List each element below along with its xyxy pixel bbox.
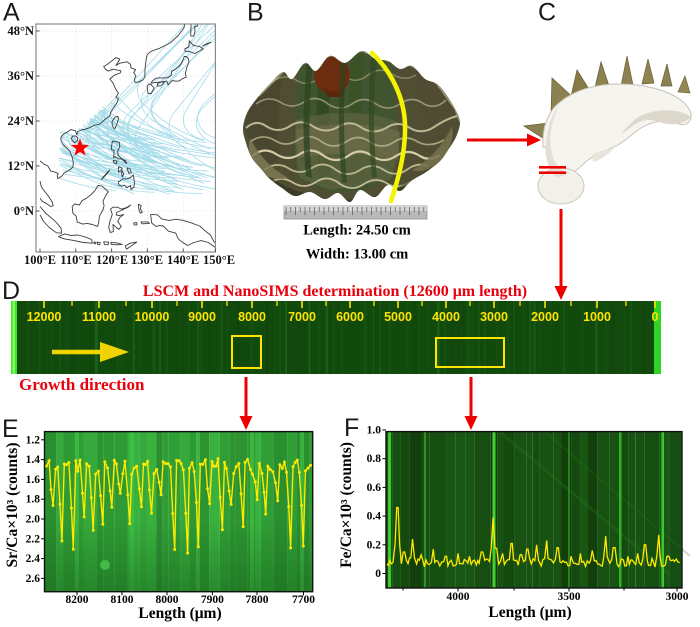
svg-text:140°E: 140°E [167, 253, 199, 267]
svg-text:Length (μm): Length (μm) [138, 605, 221, 622]
svg-text:36°N: 36°N [7, 69, 34, 83]
svg-text:11000: 11000 [82, 310, 116, 324]
svg-text:F: F [344, 414, 359, 442]
svg-text:0.8: 0.8 [367, 453, 382, 465]
svg-text:0.2: 0.2 [367, 539, 382, 551]
svg-text:3000: 3000 [480, 310, 508, 324]
svg-text:2.2: 2.2 [26, 533, 41, 545]
svg-text:2.6: 2.6 [26, 573, 41, 585]
svg-text:E: E [2, 415, 19, 443]
svg-text:2000: 2000 [531, 310, 559, 324]
svg-text:7700: 7700 [292, 594, 315, 606]
svg-text:10000: 10000 [135, 310, 170, 324]
svg-text:1.4: 1.4 [26, 454, 41, 466]
svg-text:8000: 8000 [156, 594, 179, 606]
svg-text:1000: 1000 [583, 310, 611, 324]
svg-text:Length (μm): Length (μm) [488, 604, 571, 621]
svg-text:2.0: 2.0 [26, 514, 41, 526]
svg-text:Sr/Ca×10³ (counts): Sr/Ca×10³ (counts) [4, 443, 21, 568]
svg-text:7000: 7000 [288, 310, 316, 324]
svg-text:1.2: 1.2 [26, 434, 41, 446]
svg-text:Growth direction: Growth direction [19, 375, 145, 394]
svg-text:Width: 13.00 cm: Width: 13.00 cm [306, 247, 408, 263]
svg-text:8100: 8100 [111, 594, 134, 606]
svg-text:3000: 3000 [666, 591, 689, 603]
svg-text:1.6: 1.6 [26, 474, 41, 486]
svg-text:8000: 8000 [238, 310, 266, 324]
svg-text:7900: 7900 [201, 594, 224, 606]
svg-text:12°N: 12°N [7, 159, 34, 173]
svg-text:1.8: 1.8 [26, 494, 41, 506]
svg-text:0.4: 0.4 [367, 511, 382, 523]
svg-text:B: B [247, 0, 264, 27]
svg-text:130°E: 130°E [131, 253, 163, 267]
svg-text:D: D [2, 277, 20, 305]
svg-text:110°E: 110°E [60, 253, 91, 267]
svg-text:LSCM and NanoSIMS determinatio: LSCM and NanoSIMS determination (12600 μ… [143, 283, 527, 300]
svg-text:1.0: 1.0 [367, 425, 382, 437]
svg-text:8200: 8200 [66, 594, 89, 606]
svg-text:2.4: 2.4 [26, 553, 41, 565]
svg-text:4000: 4000 [432, 310, 460, 324]
svg-text:Length: 24.50 cm: Length: 24.50 cm [303, 223, 411, 239]
svg-text:48°N: 48°N [7, 24, 34, 38]
svg-text:24°N: 24°N [7, 114, 34, 128]
svg-text:A: A [3, 0, 20, 27]
svg-text:120°E: 120°E [96, 253, 128, 267]
svg-text:0.6: 0.6 [367, 482, 382, 494]
svg-text:0°N: 0°N [14, 204, 34, 218]
svg-text:C: C [538, 0, 556, 27]
svg-text:9000: 9000 [188, 310, 216, 324]
svg-text:150°E: 150°E [203, 253, 235, 267]
svg-text:4000: 4000 [447, 591, 470, 603]
svg-text:5000: 5000 [384, 310, 412, 324]
svg-text:3500: 3500 [558, 591, 581, 603]
svg-text:0: 0 [652, 310, 659, 324]
svg-text:0: 0 [375, 568, 381, 580]
svg-text:100°E: 100°E [24, 253, 56, 267]
svg-text:7800: 7800 [246, 594, 269, 606]
svg-text:12000: 12000 [27, 310, 62, 324]
svg-text:6000: 6000 [336, 310, 364, 324]
svg-text:Fe/Ca×10³ (counts): Fe/Ca×10³ (counts) [338, 442, 355, 568]
